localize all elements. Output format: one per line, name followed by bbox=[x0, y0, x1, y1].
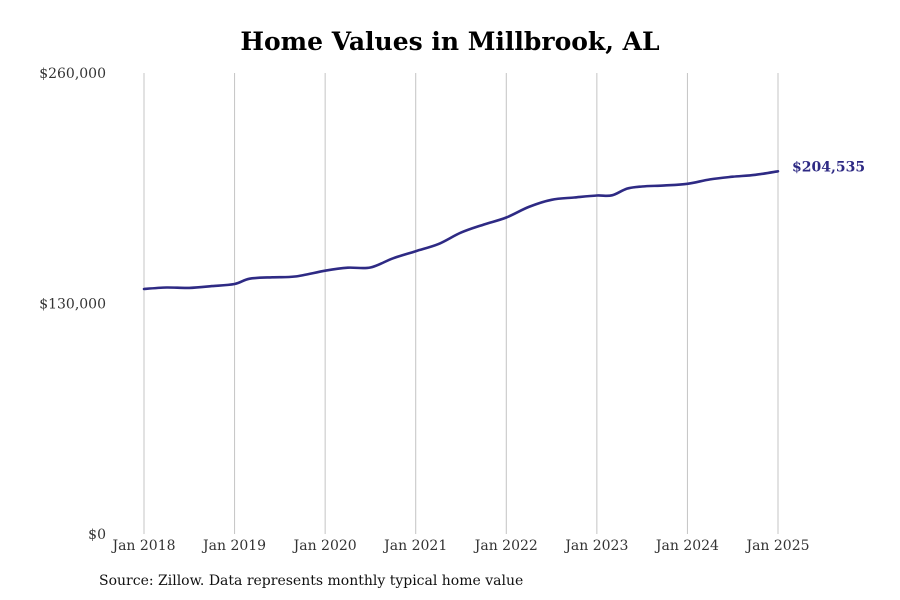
source-note: Source: Zillow. Data represents monthly … bbox=[99, 573, 524, 589]
chart-title: Home Values in Millbrook, AL bbox=[240, 27, 660, 56]
y-tick-label: $130,000 bbox=[39, 297, 106, 313]
x-tick-label: Jan 2024 bbox=[654, 538, 719, 554]
end-value-label: $204,535 bbox=[792, 159, 865, 175]
y-tick-label: $260,000 bbox=[39, 66, 106, 82]
x-tick-label: Jan 2025 bbox=[744, 538, 809, 554]
x-tick-label: Jan 2018 bbox=[110, 538, 175, 554]
x-tick-label: Jan 2019 bbox=[201, 538, 266, 554]
x-tick-label: Jan 2020 bbox=[292, 538, 357, 554]
x-tick-label: Jan 2021 bbox=[382, 538, 447, 554]
data-labels: $204,535 bbox=[792, 159, 865, 175]
x-tick-label: Jan 2022 bbox=[473, 538, 538, 554]
series-group bbox=[142, 170, 780, 291]
y-tick-label: $0 bbox=[88, 527, 106, 543]
x-tick-label: Jan 2023 bbox=[563, 538, 628, 554]
y-axis: $0 $130,000 $260,000 bbox=[39, 66, 106, 543]
grid-lines bbox=[143, 73, 779, 534]
x-axis: Jan 2018 Jan 2019 Jan 2020 Jan 2021 Jan 2022… bbox=[110, 538, 809, 554]
series-line bbox=[142, 170, 780, 291]
